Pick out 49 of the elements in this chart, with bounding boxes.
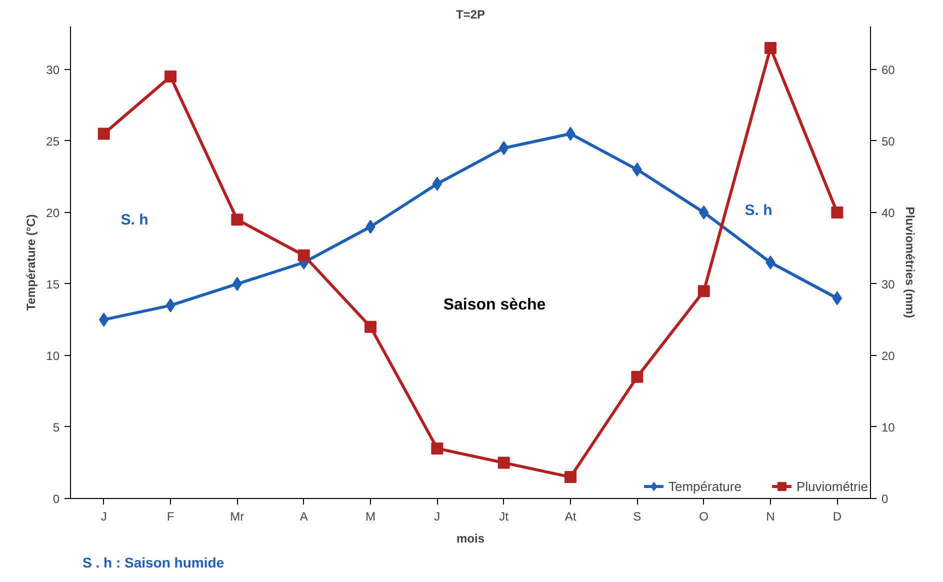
annotation: S. h xyxy=(120,212,148,229)
y2-axis-title: Pluviométries (mm) xyxy=(902,206,917,318)
x-tick-label: Mr xyxy=(230,510,244,524)
point xyxy=(766,256,776,270)
x-tick-label: D xyxy=(832,510,842,524)
point xyxy=(764,42,776,54)
legend-label: Pluviométrie xyxy=(796,478,868,494)
point xyxy=(164,70,176,83)
point xyxy=(98,128,110,140)
x-tick-label: S xyxy=(633,510,642,524)
point xyxy=(364,320,376,333)
y-tick-label: 30 xyxy=(46,62,60,77)
annotation: S. h xyxy=(744,202,772,220)
point xyxy=(431,442,444,454)
y-tick-label: 25 xyxy=(46,134,60,148)
y2-tick-label: 0 xyxy=(882,492,888,506)
x-tick-label: M xyxy=(366,510,376,524)
x-tick-label: F xyxy=(166,510,174,524)
y2-tick-label: 50 xyxy=(882,134,896,148)
x-tick-label: Jt xyxy=(499,510,510,524)
y2-tick-label: 60 xyxy=(882,62,896,77)
y-tick-label: 10 xyxy=(46,348,60,363)
point xyxy=(698,285,710,298)
x-tick-label: A xyxy=(300,510,308,524)
point xyxy=(564,471,576,484)
x-axis-title: mois xyxy=(456,532,485,546)
point xyxy=(831,206,844,218)
y-tick-label: 20 xyxy=(46,206,60,220)
legend-label: Température xyxy=(668,478,742,494)
annotation: Saison sèche xyxy=(443,296,546,314)
x-tick-label: J xyxy=(100,510,107,524)
y-axis-title: Température (°C) xyxy=(24,214,38,311)
point xyxy=(231,214,244,226)
y2-tick-label: 10 xyxy=(882,420,896,434)
x-tick-label: At xyxy=(564,510,577,524)
x-tick-label: N xyxy=(766,510,775,524)
y-tick-label: 15 xyxy=(46,277,60,292)
y-tick-label: 0 xyxy=(52,492,60,506)
x-tick-label: J xyxy=(434,510,440,524)
x-tick-label: O xyxy=(699,510,709,524)
y-tick-label: 5 xyxy=(52,420,60,434)
point xyxy=(631,370,644,383)
text: S . h : Saison humide xyxy=(82,554,224,570)
point xyxy=(298,249,310,262)
point xyxy=(498,456,510,469)
chart-title: T=2P xyxy=(456,8,486,22)
y2-tick-label: 40 xyxy=(882,206,896,220)
y2-tick-label: 20 xyxy=(882,348,896,363)
y2-tick-label: 30 xyxy=(882,277,896,292)
